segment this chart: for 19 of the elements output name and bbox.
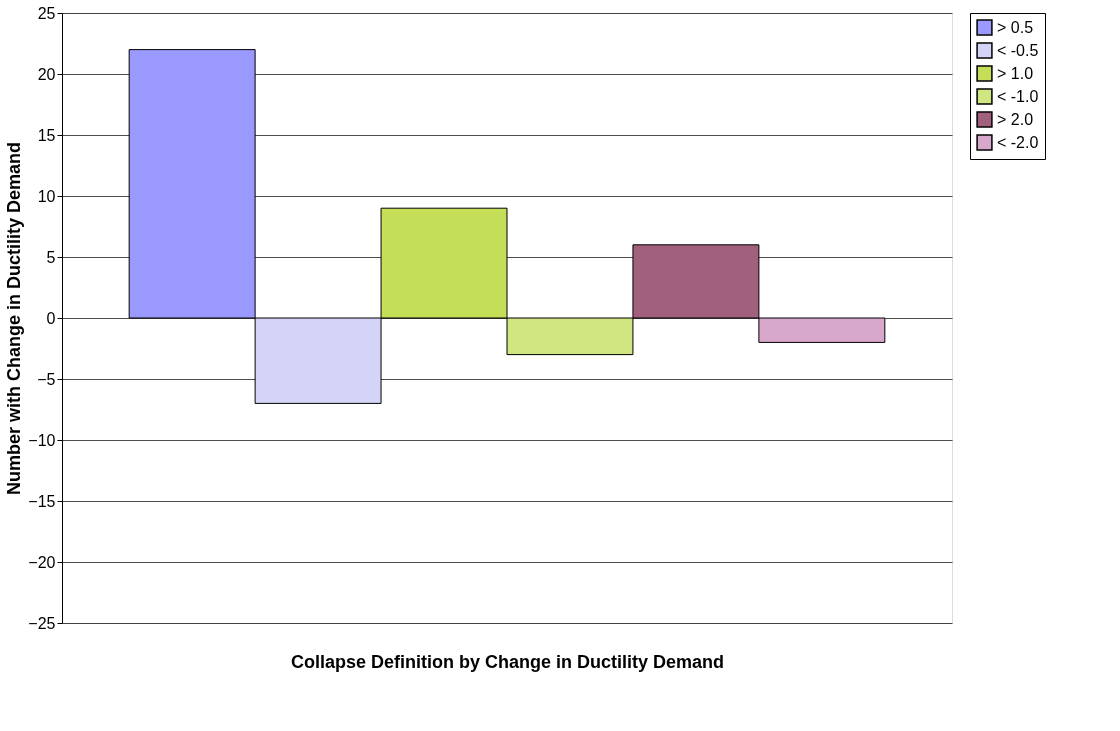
legend-label: > 2.0 — [997, 110, 1034, 128]
legend-label: < -2.0 — [997, 133, 1039, 151]
x-axis-title: Collapse Definition by Change in Ductility Demand — [290, 651, 725, 672]
y-axis-title: Number with Change in Ductility Demand — [4, 141, 25, 496]
y-tick-label: −15 — [28, 492, 56, 510]
y-tick-label: −5 — [37, 370, 56, 388]
legend-label: > 0.5 — [997, 18, 1034, 36]
legend-label: > 1.0 — [997, 64, 1034, 82]
y-tick-label: 5 — [46, 248, 56, 266]
y-tick-label: −20 — [28, 553, 56, 571]
y-tick-label: 20 — [37, 65, 56, 83]
y-tick-label: −10 — [28, 431, 56, 449]
y-tick-label: 10 — [37, 187, 56, 205]
y-tick-label: 25 — [37, 4, 56, 22]
legend-label: < -1.0 — [997, 87, 1039, 105]
y-tick-label: −25 — [28, 614, 56, 632]
legend-label: < -0.5 — [997, 41, 1039, 59]
y-tick-label: 15 — [37, 126, 56, 144]
y-tick-label: 0 — [46, 309, 56, 327]
